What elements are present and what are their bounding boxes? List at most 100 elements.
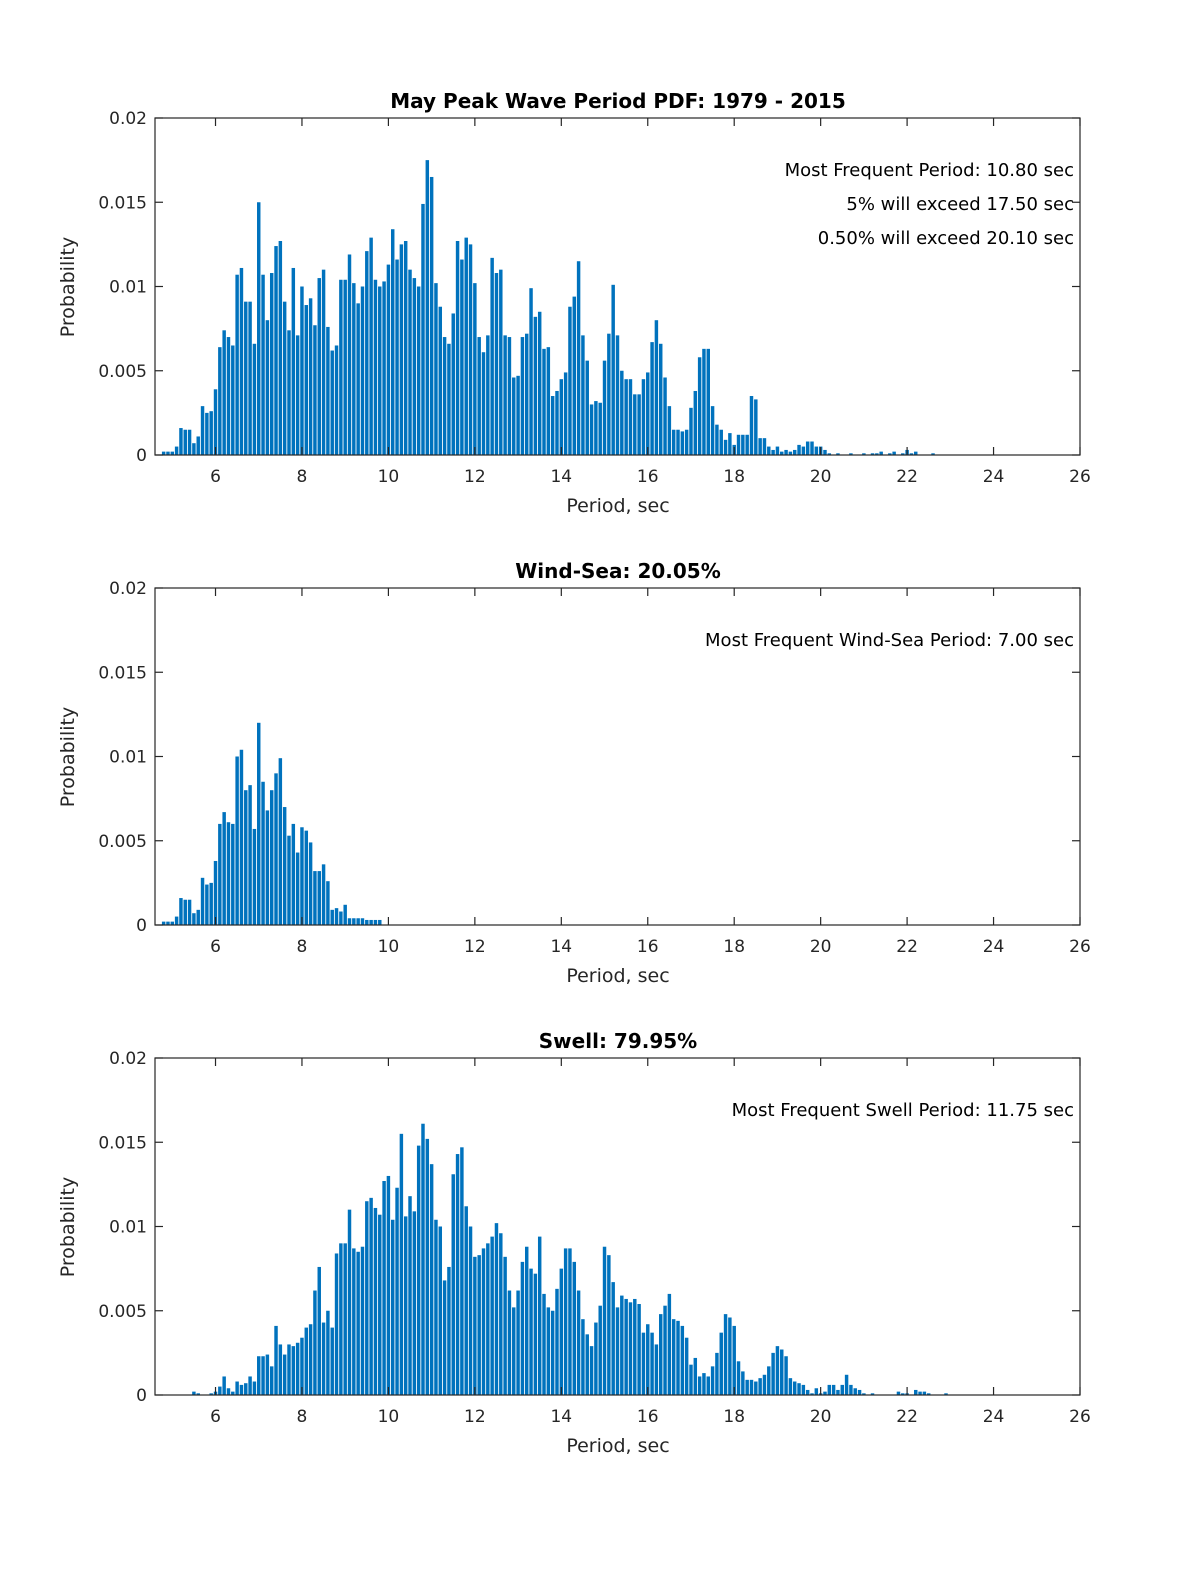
bar (715, 424, 719, 455)
y-tick-label: 0.005 (98, 1302, 147, 1322)
bar (758, 438, 762, 455)
bar (244, 1383, 248, 1395)
bar (317, 871, 321, 925)
bar (226, 822, 231, 925)
bar (434, 1219, 438, 1395)
bar (710, 1366, 715, 1395)
bar (330, 350, 334, 455)
y-tick-label: 0.01 (109, 278, 147, 298)
bar (585, 1334, 589, 1395)
bar (754, 1381, 758, 1395)
bar (179, 898, 183, 925)
bar (265, 1354, 270, 1395)
bar (620, 1295, 624, 1395)
bar (347, 1209, 352, 1395)
bar (792, 449, 797, 455)
bar (667, 406, 672, 455)
bar (481, 1248, 486, 1395)
bar (671, 429, 676, 455)
bar (330, 1327, 334, 1395)
bar (235, 1381, 239, 1395)
bar (909, 453, 914, 455)
bar (784, 1356, 788, 1395)
bar (719, 429, 723, 455)
bar (628, 1302, 633, 1395)
bar (386, 1175, 391, 1395)
bar (749, 1379, 754, 1395)
bar (304, 305, 309, 455)
bar (719, 1332, 723, 1395)
bar (650, 1332, 654, 1395)
x-tick-label: 20 (810, 467, 832, 487)
bar (728, 433, 732, 455)
bar (334, 1253, 339, 1395)
bar (486, 1243, 490, 1395)
panel-wind-sea: Wind-Sea: 20.05% 6 8 10 12 14 16 18 20 22 24 26 0 0.… (57, 559, 1091, 987)
bar (360, 286, 365, 455)
bar (637, 394, 641, 455)
x-tick-label: 12 (464, 937, 486, 957)
bar (408, 1196, 412, 1395)
chart-title: Swell: 79.95% (539, 1029, 697, 1053)
bar (637, 1304, 641, 1395)
bar (542, 1293, 546, 1395)
bar (823, 449, 827, 455)
bar (659, 1314, 663, 1395)
bar (282, 1354, 287, 1395)
bar (650, 342, 654, 455)
bar (849, 453, 853, 455)
x-tick-label: 26 (1069, 937, 1091, 957)
bar (931, 453, 935, 455)
bar (460, 1147, 464, 1395)
bar (862, 453, 866, 455)
bar (300, 1337, 304, 1395)
bar (745, 434, 749, 455)
bar (382, 281, 386, 455)
bar (805, 441, 810, 455)
bar (391, 229, 395, 455)
bar (775, 446, 780, 455)
bar (546, 1307, 551, 1395)
x-tick-label: 14 (550, 1407, 572, 1427)
bar (278, 241, 283, 455)
y-tick-label: 0 (136, 1386, 147, 1406)
bar (728, 1317, 732, 1395)
bar (641, 1332, 646, 1395)
bar (706, 348, 710, 455)
bar (200, 877, 205, 925)
bar (827, 453, 832, 455)
bar (814, 446, 819, 455)
ticks: 6 8 10 12 14 16 18 20 22 24 26 0 0.005 0.01 0.015 0.02 (98, 1049, 1090, 1427)
bar (598, 1305, 602, 1395)
bar (287, 1344, 291, 1395)
bar (174, 916, 179, 925)
bar (218, 823, 222, 925)
bar (399, 1133, 404, 1395)
bar (412, 1211, 417, 1395)
x-tick-label: 24 (983, 467, 1005, 487)
bar (343, 1243, 347, 1395)
bar (447, 343, 451, 455)
x-tick-label: 18 (723, 937, 745, 957)
bar (179, 428, 183, 455)
bar (555, 1288, 559, 1395)
bar (529, 288, 533, 455)
bar (222, 330, 226, 455)
bar (537, 311, 542, 455)
bar (166, 921, 170, 925)
bar (339, 279, 343, 455)
bar (222, 812, 226, 925)
bar (615, 335, 620, 455)
bar (516, 1290, 520, 1395)
bar (265, 810, 270, 925)
bar (231, 1391, 235, 1395)
bar (248, 1376, 252, 1395)
bar (183, 429, 187, 455)
bar (503, 335, 507, 455)
bar (546, 347, 551, 455)
bar (291, 1346, 296, 1395)
y-axis-label: Probability (57, 1177, 79, 1277)
bar (438, 1226, 443, 1395)
x-tick-label: 18 (723, 1407, 745, 1427)
bar (525, 1246, 529, 1395)
